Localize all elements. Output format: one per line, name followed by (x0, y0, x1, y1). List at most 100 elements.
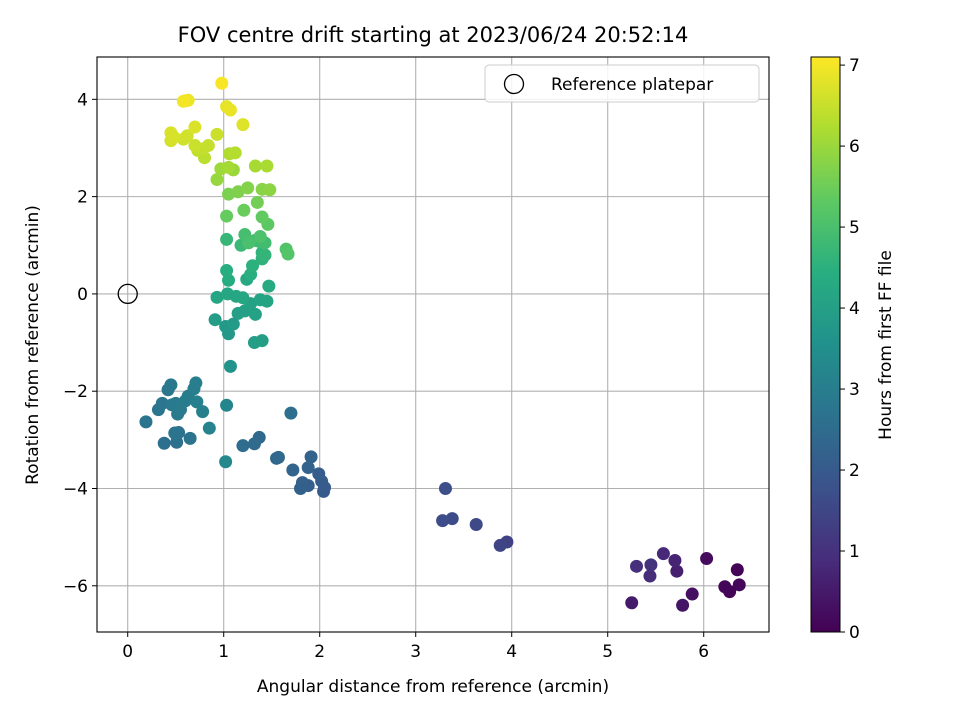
scatter-point (271, 450, 285, 464)
scatter-point (222, 273, 236, 287)
scatter-point (236, 291, 250, 305)
scatter-point (469, 517, 483, 531)
scatter-point (260, 159, 274, 173)
scatter-point (436, 514, 450, 528)
plot-frame (96, 56, 770, 633)
scatter-point (210, 290, 224, 304)
scatter-point (226, 317, 240, 331)
scatter-point (201, 139, 215, 153)
legend-box (484, 64, 760, 103)
scatter-point (210, 173, 224, 187)
scatter-point (625, 596, 639, 610)
scatter-point (260, 294, 274, 308)
y-tick-label: −6 (63, 577, 88, 597)
scatter-point (644, 558, 658, 572)
legend: Reference platepar (484, 64, 760, 103)
scatter-point (236, 118, 250, 132)
scatter-point (237, 203, 251, 217)
scatter-point (168, 426, 182, 440)
legend-reference-marker (503, 73, 525, 95)
x-axis-ticks: 0 1 2 3 4 5 6 (122, 632, 709, 662)
scatter-point (247, 437, 261, 451)
y-tick-label: −2 (63, 382, 88, 402)
scatter-point (732, 578, 746, 592)
scatter-point (157, 436, 171, 450)
scatter-point (630, 559, 644, 573)
colorbar-tick-label: 5 (849, 218, 860, 238)
scatter-point (180, 129, 194, 143)
scatter-point (222, 160, 236, 174)
scatter-point (139, 415, 153, 429)
colorbar-tick-label: 0 (849, 623, 860, 643)
x-tick-label: 1 (218, 642, 229, 662)
scatter-point (493, 538, 507, 552)
scatter-point (643, 569, 657, 583)
scatter-point (676, 598, 690, 612)
colorbar-tick-label: 4 (849, 299, 860, 319)
scatter-point (262, 279, 276, 293)
scatter-point (210, 127, 224, 141)
scatter-point (188, 139, 202, 153)
scatter-point (219, 455, 233, 469)
scatter-point (248, 307, 262, 321)
scatter-point (286, 463, 300, 477)
scatter-point (215, 76, 229, 90)
scatter-point (220, 398, 234, 412)
scatter-point (301, 461, 315, 475)
scatter-point (250, 195, 264, 209)
scatter-point (196, 405, 210, 419)
scatter-point (258, 248, 272, 262)
colorbar-label: Hours from first FF file (876, 250, 896, 440)
scatter-point (220, 232, 234, 246)
scatter-point (718, 580, 732, 594)
scatter-point (284, 406, 298, 420)
scatter-point (228, 146, 242, 160)
scatter-point (188, 120, 202, 134)
scatter-point (220, 264, 234, 278)
scatter-point (164, 378, 178, 392)
scatter-point (253, 230, 267, 244)
legend-label: Reference platepar (551, 75, 713, 95)
scatter-point (263, 183, 277, 197)
scatter-point (438, 481, 452, 495)
x-tick-label: 0 (122, 642, 133, 662)
scatter-point (190, 395, 204, 409)
x-tick-label: 4 (506, 642, 517, 662)
scatter-point (220, 209, 234, 223)
scatter-points (139, 76, 746, 612)
scatter-point (685, 587, 699, 601)
scatter-point (189, 376, 203, 390)
scatter-point (248, 159, 262, 173)
x-axis-label: Angular distance from reference (arcmin) (257, 677, 609, 697)
scatter-point (236, 439, 250, 453)
scatter-point (730, 563, 744, 577)
scatter-point (294, 481, 308, 495)
scatter-point (700, 552, 714, 566)
y-axis-ticks: −6 −4 −2 0 2 4 (63, 90, 97, 597)
colorbar-tick-label: 7 (849, 56, 860, 76)
scatter-point (304, 450, 318, 464)
y-axis-label: Rotation from reference (arcmin) (23, 205, 43, 485)
scatter-point (670, 564, 684, 578)
y-tick-label: 2 (77, 188, 88, 208)
x-tick-label: 3 (410, 642, 421, 662)
scatter-point (281, 247, 295, 261)
y-tick-label: 4 (77, 90, 88, 110)
x-tick-label: 5 (602, 642, 613, 662)
x-tick-label: 6 (698, 642, 709, 662)
scatter-point (208, 313, 222, 327)
colorbar-tick-label: 2 (849, 461, 860, 481)
colorbar-tick-label: 1 (849, 542, 860, 562)
scatter-point (668, 553, 682, 567)
scatter-point (255, 334, 269, 348)
scatter-point (656, 547, 670, 561)
colorbar-ticks: 0 1 2 3 4 5 6 7 (840, 56, 860, 643)
scatter-point (202, 421, 216, 435)
scatter-point (312, 467, 326, 481)
scatter-point (164, 126, 178, 140)
x-tick-label: 2 (314, 642, 325, 662)
scatter-point (241, 181, 255, 195)
scatter-point (223, 103, 237, 117)
scatter-point (242, 236, 256, 250)
